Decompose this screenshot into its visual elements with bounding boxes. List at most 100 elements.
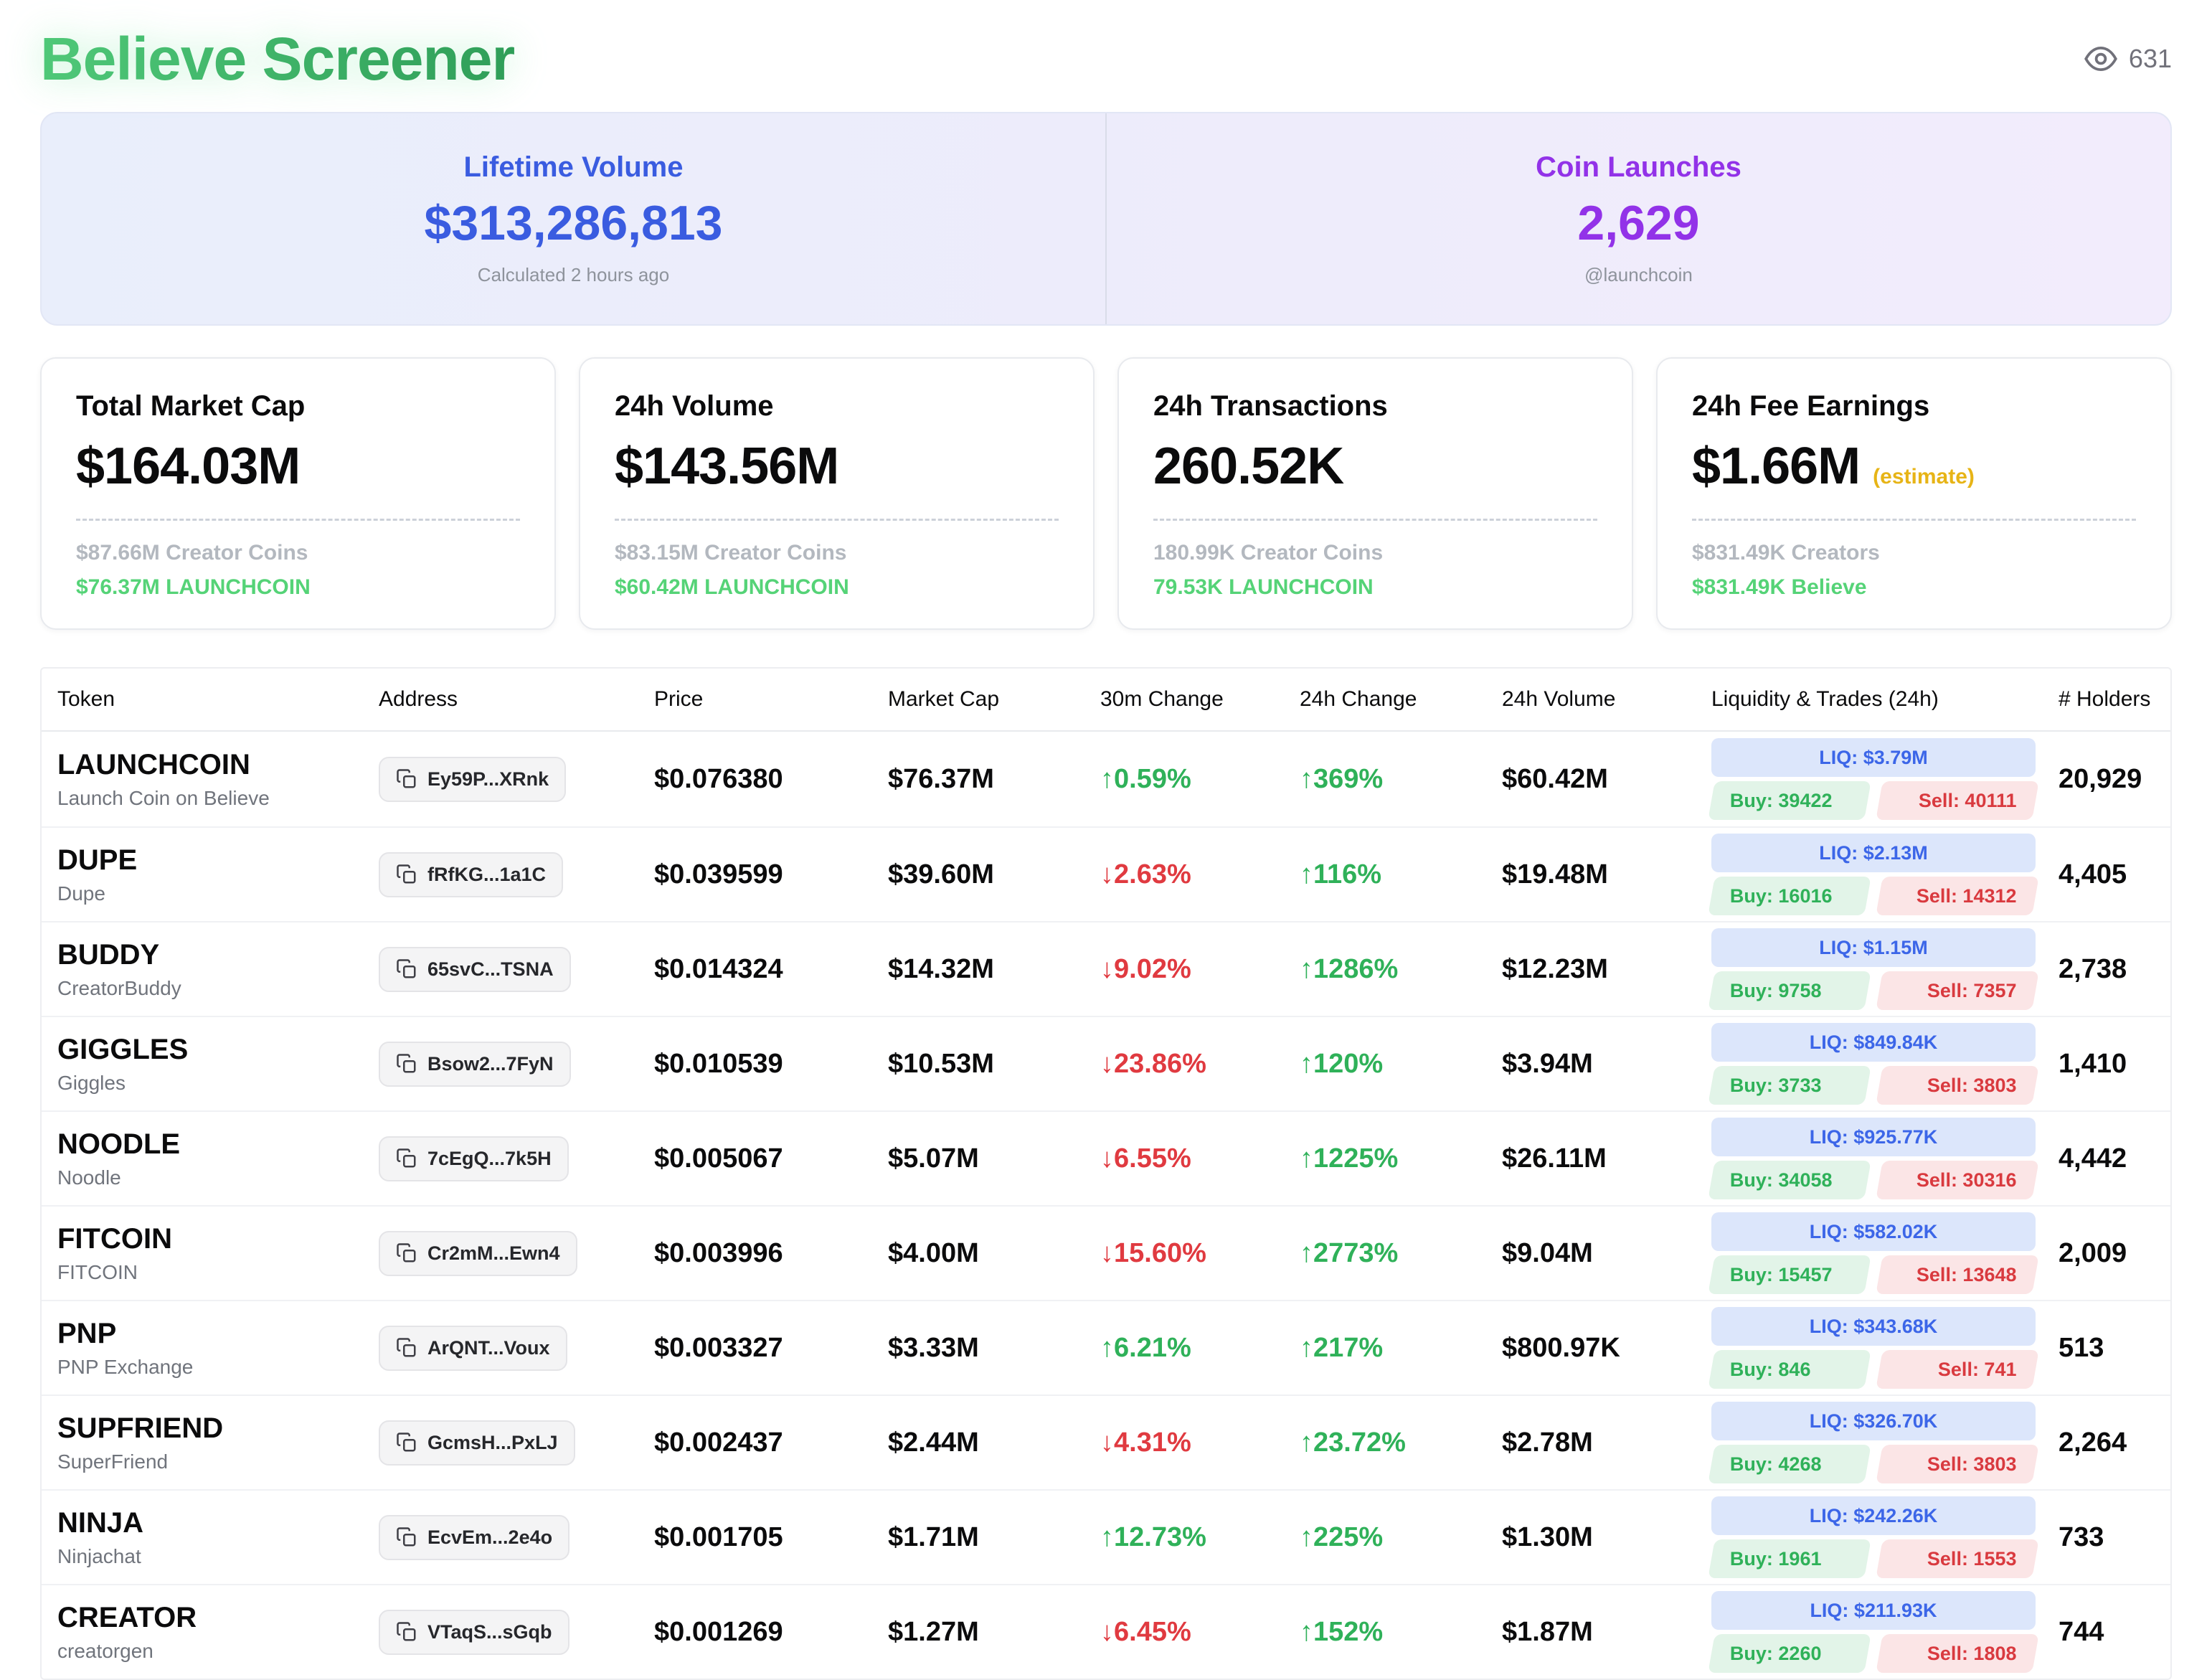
liquidity-trades-block: LIQ: $925.77K Buy: 34058 Sell: 30316 bbox=[1708, 1118, 2039, 1200]
buy-count: Buy: 16016 bbox=[1730, 884, 1833, 907]
copy-address-button[interactable]: Bsow2...7FyN bbox=[379, 1041, 571, 1087]
copy-address-button[interactable]: VTaqS...sGqb bbox=[379, 1609, 569, 1655]
token-30m-change: ↓4.31% bbox=[1100, 1427, 1191, 1458]
buy-count-badge: Buy: 34058 bbox=[1708, 1161, 1871, 1200]
sell-count-badge: Sell: 1553 bbox=[1876, 1539, 2039, 1579]
copy-icon bbox=[397, 769, 416, 788]
liquidity-badge: LIQ: $3.79M bbox=[1711, 738, 2036, 778]
table-row[interactable]: NINJA Ninjachat EcvEm...2e4o $0.001705 $… bbox=[42, 1489, 2170, 1584]
coin-launches-subtext: @launchcoin bbox=[1584, 264, 1693, 286]
sell-count-badge: Sell: 3803 bbox=[1876, 1066, 2039, 1105]
token-name: Ninjachat bbox=[57, 1544, 141, 1567]
liquidity-trades-block: LIQ: $242.26K Buy: 1961 Sell: 1553 bbox=[1708, 1496, 2039, 1579]
liquidity-badge: LIQ: $211.93K bbox=[1711, 1591, 2036, 1631]
copy-address-button[interactable]: Cr2mM...Ewn4 bbox=[379, 1230, 577, 1276]
table-row[interactable]: SUPFRIEND SuperFriend GcmsH...PxLJ $0.00… bbox=[42, 1395, 2170, 1489]
token-24h-change: ↑116% bbox=[1300, 859, 1382, 889]
token-address: EcvEm...2e4o bbox=[427, 1526, 553, 1548]
table-header-row: Token Address Price Market Cap 30m Chang… bbox=[42, 669, 2170, 732]
token-holders: 513 bbox=[2059, 1332, 2104, 1363]
table-row[interactable]: LAUNCHCOIN Launch Coin on Believe Ey59P.… bbox=[42, 732, 2170, 826]
token-30m-change: ↓2.63% bbox=[1100, 859, 1191, 889]
token-market-cap: $39.60M bbox=[888, 859, 994, 889]
liquidity-trades-block: LIQ: $343.68K Buy: 846 Sell: 741 bbox=[1708, 1307, 2039, 1389]
stat-card-creator-line: $831.49K Creators bbox=[1692, 541, 1880, 565]
token-name: Launch Coin on Believe bbox=[57, 786, 270, 809]
copy-address-button[interactable]: ArQNT...Voux bbox=[379, 1325, 567, 1371]
summary-banner: Lifetime Volume $313,286,813 Calculated … bbox=[40, 112, 2172, 326]
col-header-price: Price bbox=[654, 687, 704, 712]
copy-icon bbox=[397, 1243, 416, 1263]
token-24h-change: ↑217% bbox=[1300, 1332, 1384, 1363]
table-row[interactable]: DUPE Dupe fRfKG...1a1C $0.039599 $39.60M… bbox=[42, 826, 2170, 921]
liquidity-trades-block: LIQ: $2.13M Buy: 16016 Sell: 14312 bbox=[1708, 834, 2039, 916]
token-24h-volume: $19.48M bbox=[1502, 859, 1608, 889]
token-name: FITCOIN bbox=[57, 1260, 138, 1283]
token-price: $0.005067 bbox=[654, 1143, 783, 1174]
token-address: Cr2mM...Ewn4 bbox=[427, 1242, 560, 1264]
token-market-cap: $14.32M bbox=[888, 953, 994, 984]
table-row[interactable]: NOODLE Noodle 7cEgQ...7k5H $0.005067 $5.… bbox=[42, 1110, 2170, 1205]
col-header-24h-volume: 24h Volume bbox=[1502, 687, 1616, 712]
stat-card-believe-line: $831.49K Believe bbox=[1692, 575, 1867, 600]
table-row[interactable]: GIGGLES Giggles Bsow2...7FyN $0.010539 $… bbox=[42, 1016, 2170, 1110]
copy-icon bbox=[397, 1338, 416, 1357]
sell-count: Sell: 3803 bbox=[1927, 1453, 2017, 1475]
copy-icon bbox=[397, 1622, 416, 1641]
buy-count: Buy: 34058 bbox=[1730, 1169, 1833, 1191]
token-symbol: BUDDY bbox=[57, 938, 160, 971]
token-holders: 1,410 bbox=[2059, 1048, 2127, 1079]
copy-address-button[interactable]: GcmsH...PxLJ bbox=[379, 1420, 575, 1466]
copy-address-button[interactable]: 65svC...TSNA bbox=[379, 946, 571, 992]
token-address: GcmsH...PxLJ bbox=[427, 1431, 558, 1453]
token-symbol: PNP bbox=[57, 1317, 117, 1349]
token-table: Token Address Price Market Cap 30m Chang… bbox=[40, 667, 2172, 1680]
token-30m-change: ↑12.73% bbox=[1100, 1521, 1206, 1552]
token-symbol: SUPFRIEND bbox=[57, 1412, 224, 1444]
token-holders: 4,405 bbox=[2059, 859, 2127, 889]
sell-count: Sell: 13648 bbox=[1916, 1263, 2017, 1285]
stat-cards-row: Total Market Cap $164.03M $87.66M Creato… bbox=[40, 357, 2172, 631]
table-row[interactable]: BUDDY CreatorBuddy 65svC...TSNA $0.01432… bbox=[42, 921, 2170, 1016]
stat-card-creator-line: 180.99K Creator Coins bbox=[1153, 541, 1384, 565]
liquidity-trades-block: LIQ: $582.02K Buy: 15457 Sell: 13648 bbox=[1708, 1212, 2039, 1295]
sell-count: Sell: 1808 bbox=[1927, 1642, 2017, 1664]
liquidity-badge: LIQ: $2.13M bbox=[1711, 834, 2036, 873]
token-name: creatorgen bbox=[57, 1639, 153, 1662]
table-row[interactable]: CREATOR creatorgen VTaqS...sGqb $0.00126… bbox=[42, 1584, 2170, 1679]
liquidity-value: LIQ: $2.13M bbox=[1819, 841, 1928, 864]
copy-address-button[interactable]: Ey59P...XRnk bbox=[379, 756, 567, 802]
sell-count-badge: Sell: 40111 bbox=[1876, 781, 2039, 821]
stat-card-launchcoin-line: $60.42M LAUNCHCOIN bbox=[615, 575, 849, 600]
coin-launches-label: Coin Launches bbox=[1536, 151, 1741, 184]
stat-card-creator-line: $83.15M Creator Coins bbox=[615, 541, 847, 565]
buy-count: Buy: 2260 bbox=[1730, 1642, 1822, 1664]
stat-card-24h-transactions: 24h Transactions 260.52K 180.99K Creator… bbox=[1117, 357, 1633, 631]
token-holders: 4,442 bbox=[2059, 1143, 2127, 1174]
stat-card-value: $143.56M bbox=[615, 438, 839, 496]
table-row[interactable]: FITCOIN FITCOIN Cr2mM...Ewn4 $0.003996 $… bbox=[42, 1205, 2170, 1300]
token-24h-change: ↑369% bbox=[1300, 763, 1384, 794]
buy-count-badge: Buy: 3733 bbox=[1708, 1066, 1871, 1105]
table-row[interactable]: PNP PNP Exchange ArQNT...Voux $0.003327 … bbox=[42, 1300, 2170, 1395]
copy-icon bbox=[397, 1433, 416, 1452]
token-30m-change: ↑0.59% bbox=[1100, 763, 1191, 794]
copy-address-button[interactable]: 7cEgQ...7k5H bbox=[379, 1136, 569, 1181]
token-holders: 2,738 bbox=[2059, 953, 2127, 984]
buy-count: Buy: 15457 bbox=[1730, 1263, 1833, 1285]
copy-address-button[interactable]: EcvEm...2e4o bbox=[379, 1514, 570, 1560]
token-price: $0.014324 bbox=[654, 953, 783, 984]
liquidity-value: LIQ: $326.70K bbox=[1809, 1410, 1938, 1432]
token-30m-change: ↓23.86% bbox=[1100, 1048, 1206, 1079]
stat-card-value: 260.52K bbox=[1153, 438, 1344, 496]
col-header-token: Token bbox=[57, 687, 115, 712]
token-name: SuperFriend bbox=[57, 1450, 169, 1473]
token-symbol: FITCOIN bbox=[57, 1222, 172, 1255]
viewer-count: 631 bbox=[2084, 44, 2172, 74]
stat-card-title: 24h Volume bbox=[615, 390, 774, 423]
sell-count-badge: Sell: 3803 bbox=[1876, 1445, 2039, 1484]
lifetime-volume-label: Lifetime Volume bbox=[463, 151, 684, 184]
copy-address-button[interactable]: fRfKG...1a1C bbox=[379, 851, 564, 897]
token-24h-change: ↑1286% bbox=[1300, 953, 1399, 984]
